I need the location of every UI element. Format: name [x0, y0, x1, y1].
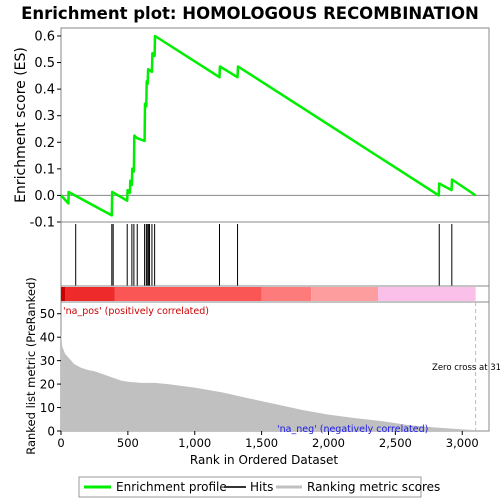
rank-x-tick-label: 500: [117, 436, 139, 450]
es-panel: -0.1 0.0 0.1 0.2 0.3 0.4 0.5 0.6 Enrichment sco…: [13, 27, 490, 231]
label-positive-correlation: 'na_pos' (positively correlated): [63, 306, 209, 317]
rank-y-tick-label: 50: [40, 307, 55, 321]
colorbar-segment: [61, 287, 66, 301]
rank-x-tick-label: 1,500: [245, 436, 278, 450]
ranking-metric-area: [61, 332, 476, 431]
ranking-colorbar: [60, 285, 490, 303]
rank-y-tick-label: 0: [47, 425, 55, 439]
es-y-tick-label: 0.1: [34, 162, 55, 177]
es-y-tick-label: 0.3: [34, 109, 55, 124]
es-y-tick-label: 0.2: [34, 136, 55, 151]
rank-y-axis-label: Ranked list metric (PreRanked): [24, 277, 38, 455]
colorbar-segment: [114, 287, 262, 301]
legend-hits-label: Hits: [250, 480, 273, 494]
es-y-tick-label: 0.0: [34, 189, 55, 204]
rank-y-tick-label: 20: [40, 378, 55, 392]
zero-cross-label: Zero cross at 3100: [432, 363, 500, 373]
es-axis-label: Enrichment score (ES): [13, 47, 29, 203]
colorbar-segment: [65, 287, 115, 301]
label-negative-correlation: 'na_neg' (negatively correlated): [277, 424, 428, 435]
rank-x-tick-label: 0: [57, 436, 64, 450]
rank-x-tick-label: 2,000: [312, 436, 345, 450]
es-y-tick-label: -0.1: [30, 216, 55, 231]
chart-title: Enrichment plot: HOMOLOGOUS RECOMBINATIO…: [21, 4, 479, 23]
rank-x-tick-label: 2,500: [379, 436, 412, 450]
es-panel-frame: [60, 27, 490, 223]
hits-panel-frame: [60, 221, 490, 287]
es-y-tick-label: 0.5: [34, 56, 55, 71]
legend-metric-label: Ranking metric scores: [307, 480, 440, 494]
legend-frame: [78, 476, 422, 498]
legend-enrichment-label: Enrichment profile: [116, 480, 227, 494]
rank-x-axis-label: Rank in Ordered Dataset: [190, 453, 338, 467]
hits-panel: [60, 221, 490, 287]
es-y-tick-label: 0.4: [34, 83, 55, 98]
es-y-tick-label: 0.6: [34, 29, 55, 44]
rank-x-tick-label: 1,000: [178, 436, 211, 450]
colorbar-segment: [261, 287, 312, 301]
rank-x-tick-label: 3,000: [446, 436, 479, 450]
rank-y-tick-label: 40: [40, 331, 55, 345]
rank-y-tick-label: 10: [40, 401, 55, 415]
rank-y-tick-label: 30: [40, 354, 55, 368]
colorbar-segment: [377, 287, 476, 301]
colorbar-segment: [311, 287, 378, 301]
legend: Enrichment profile Hits Ranking metric s…: [78, 476, 440, 498]
enrichment-profile-line: [60, 34, 477, 217]
